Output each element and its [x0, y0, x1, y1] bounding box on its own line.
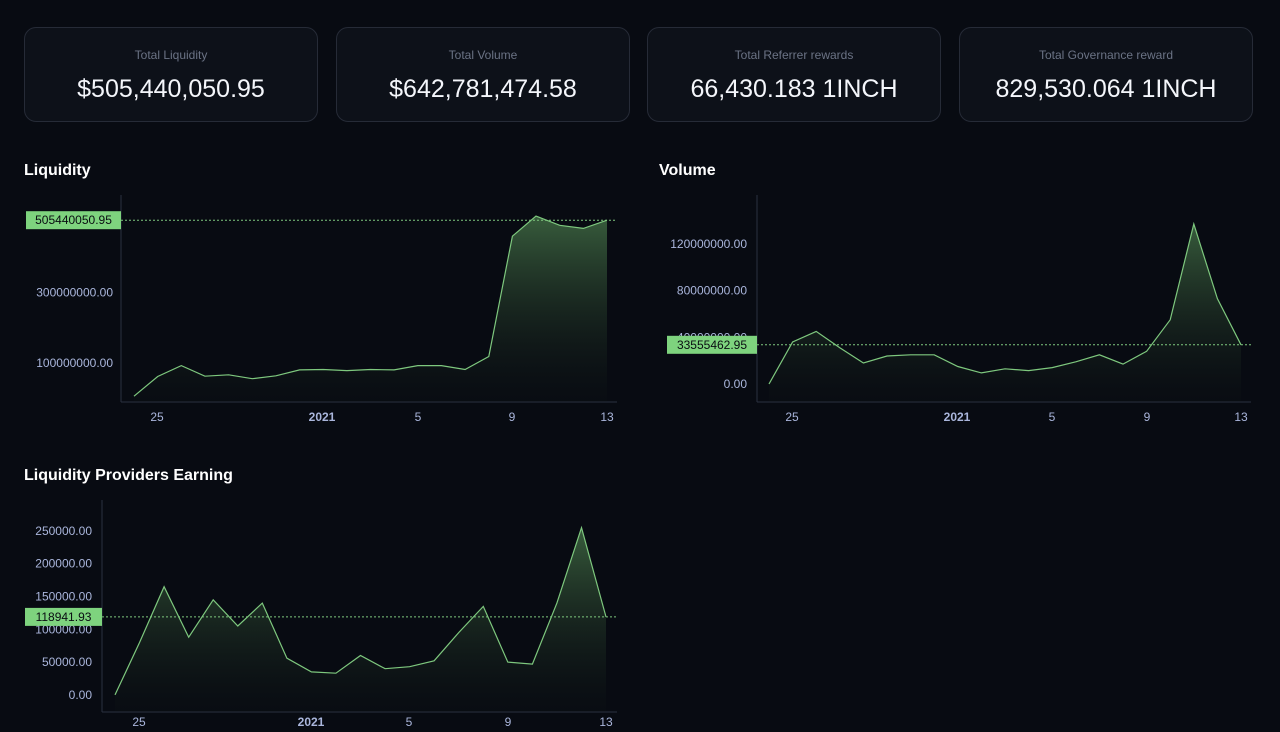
last-value-badge: [25, 607, 102, 626]
stat-value: $642,781,474.58: [389, 75, 577, 103]
liquidity-chart[interactable]: 100000000.00 300000000.00 25 2021 5 9 13 505440…: [0, 195, 640, 435]
y-tick-label: 250000.00: [35, 524, 92, 538]
x-tick-label: 13: [599, 715, 613, 729]
stat-card-total-volume: Total Volume $642,781,474.58: [336, 27, 630, 122]
last-value-label: 33555462.95: [677, 338, 747, 352]
x-tick-label: 9: [505, 715, 512, 729]
last-value-label: 118941.93: [36, 610, 92, 624]
stat-card-total-governance-reward: Total Governance reward 829,530.064 1INC…: [959, 27, 1253, 122]
x-tick-label: 5: [415, 410, 422, 424]
stat-label: Total Volume: [448, 48, 518, 62]
x-tick-label: 25: [785, 410, 799, 424]
x-tick-label: 25: [150, 410, 164, 424]
volume-chart-title: Volume: [659, 162, 716, 179]
y-tick-label: 50000.00: [42, 655, 92, 669]
y-tick-label: 300000000.00: [36, 285, 113, 299]
lp-earning-chart-title: Liquidity Providers Earning: [24, 467, 233, 484]
volume-chart[interactable]: 0.0040000000.0080000000.00120000000.0025…: [640, 195, 1280, 435]
y-tick-label: 0.00: [69, 688, 93, 702]
stat-label: Total Referrer rewards: [734, 48, 854, 62]
y-tick-label: 200000.00: [35, 557, 92, 571]
stat-value: $505,440,050.95: [77, 75, 265, 103]
liquidity-chart-title: Liquidity: [24, 162, 91, 179]
lp-earning-chart[interactable]: 0.0050000.00100000.00150000.00200000.002…: [0, 500, 640, 732]
x-tick-label: 9: [1144, 410, 1151, 424]
y-tick-label: 0.00: [724, 377, 748, 391]
y-tick-label: 120000000.00: [670, 237, 747, 251]
area-fill: [115, 527, 606, 712]
x-tick-label: 2021: [309, 410, 336, 424]
y-tick-label: 80000000.00: [677, 284, 747, 298]
x-tick-label: 25: [132, 715, 146, 729]
stat-value: 66,430.183 1INCH: [690, 75, 898, 103]
y-tick-label: 150000.00: [35, 590, 92, 604]
stat-card-total-liquidity: Total Liquidity $505,440,050.95: [24, 27, 318, 122]
x-tick-label: 2021: [298, 715, 325, 729]
stat-card-total-referrer-rewards: Total Referrer rewards 66,430.183 1INCH: [647, 27, 941, 122]
x-tick-label: 13: [600, 410, 614, 424]
series-line: [114, 525, 607, 696]
series-line: [768, 221, 1242, 385]
last-value-badge: [667, 335, 757, 354]
stat-label: Total Liquidity: [134, 48, 208, 62]
y-tick-label: 100000000.00: [36, 356, 113, 370]
x-tick-label: 2021: [944, 410, 971, 424]
series-line: [133, 215, 608, 397]
x-tick-label: 13: [1234, 410, 1248, 424]
x-tick-label: 9: [509, 410, 516, 424]
x-tick-label: 5: [406, 715, 413, 729]
last-value-label: 505440050.95: [35, 213, 112, 227]
last-value-badge: [26, 211, 121, 230]
area-fill: [769, 224, 1241, 402]
stat-label: Total Governance reward: [1038, 48, 1174, 62]
area-fill: [134, 216, 607, 402]
x-tick-label: 5: [1049, 410, 1056, 424]
stat-value: 829,530.064 1INCH: [995, 75, 1217, 103]
